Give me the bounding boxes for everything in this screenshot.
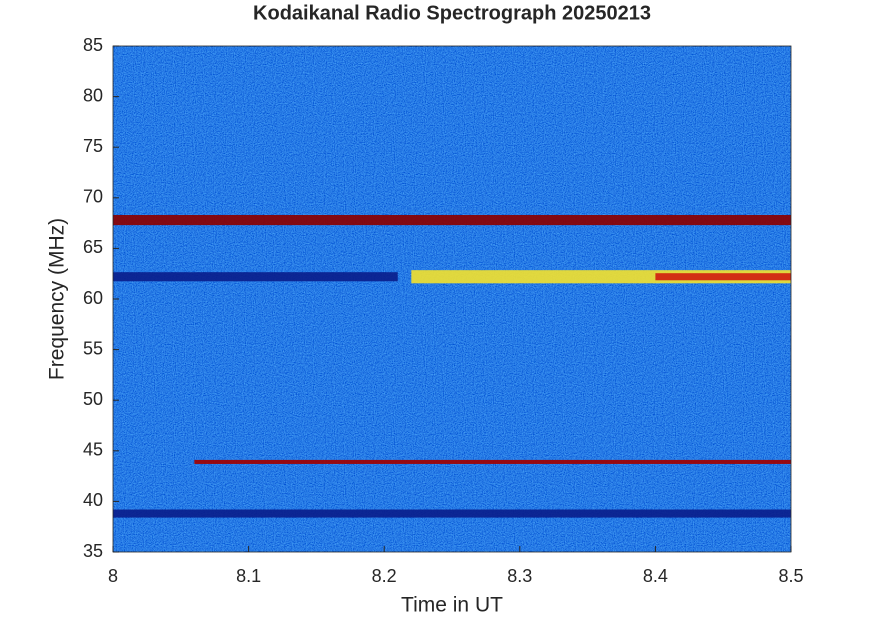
- x-tick-label: 8.2: [372, 566, 397, 586]
- x-tick-label: 8: [108, 566, 118, 586]
- y-tick-label: 75: [83, 136, 103, 156]
- y-axis-label: Frequency (MHz): [46, 218, 69, 380]
- y-tick-label: 70: [83, 187, 103, 207]
- emission-band: [113, 215, 791, 226]
- y-tick-label: 60: [83, 288, 103, 308]
- y-tick-label: 55: [83, 338, 103, 358]
- emission-band: [113, 272, 398, 282]
- x-tick-label: 8.3: [507, 566, 532, 586]
- spectrogram-noise: [113, 46, 791, 552]
- x-tick-label: 8.5: [778, 566, 803, 586]
- x-tick-label: 8.1: [236, 566, 261, 586]
- y-tick-label: 80: [83, 85, 103, 105]
- emission-band: [194, 459, 792, 464]
- y-tick-label: 50: [83, 389, 103, 409]
- x-tick-label: 8.4: [643, 566, 668, 586]
- y-tick-label: 65: [83, 237, 103, 257]
- y-tick-label: 35: [83, 541, 103, 561]
- y-tick-label: 40: [83, 490, 103, 510]
- plot-area: [113, 46, 792, 552]
- y-tick-label: 85: [83, 35, 103, 55]
- emission-band: [655, 273, 791, 281]
- x-axis-label: Time in UT: [401, 594, 503, 617]
- emission-band: [113, 509, 791, 518]
- y-tick-label: 45: [83, 440, 103, 460]
- chart-title: Kodaikanal Radio Spectrograph 20250213: [253, 2, 651, 24]
